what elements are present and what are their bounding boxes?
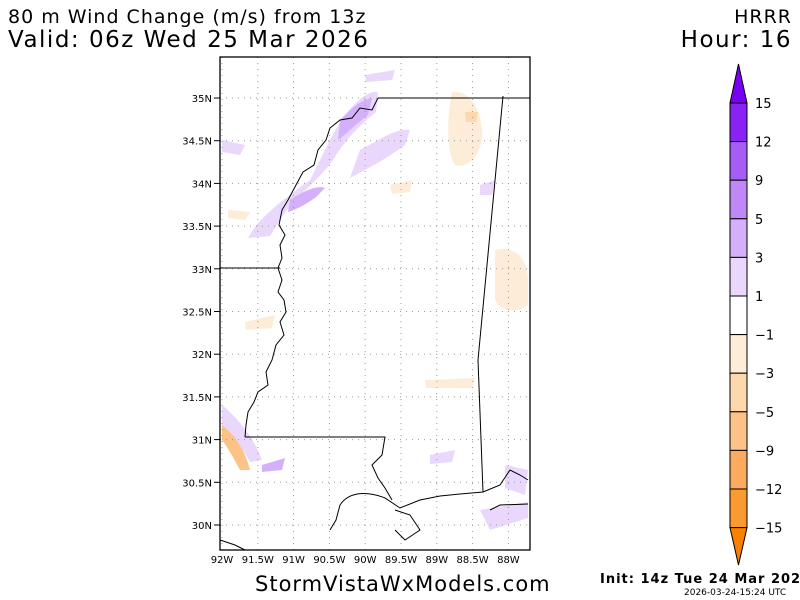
orange-band (448, 91, 483, 166)
colorbar: 15 12 9 5 3 1 −1 −3 −5 −9 −12 −15 (729, 63, 782, 566)
purple-band (480, 180, 495, 195)
ms-al-border (477, 95, 504, 493)
colorbar-segment (729, 295, 748, 336)
lon-label: 90W (354, 555, 377, 566)
generated-timestamp: 2026-03-24-15:24 UTC (684, 588, 787, 598)
lat-label: 34N (192, 179, 212, 190)
colorbar-label: 1 (755, 290, 763, 305)
colorbar-label: 3 (755, 251, 763, 266)
lon-label: 88W (497, 555, 520, 566)
colorbar-label: 15 (755, 97, 772, 112)
lat-label: 33N (192, 265, 212, 276)
colorbar-label: −9 (755, 444, 774, 459)
purple-band (262, 458, 285, 472)
colorbar-segment (729, 334, 748, 374)
lat-label: 34.5N (182, 137, 212, 148)
orange-band (228, 210, 250, 220)
colorbar-segment (729, 256, 748, 297)
orange-band (425, 378, 475, 388)
colorbar-label: 5 (755, 213, 763, 228)
colorbar-segment (729, 488, 748, 529)
colorbar-over-arrow (729, 63, 748, 104)
lat-label: 35N (192, 94, 212, 105)
colorbar-label: −15 (755, 522, 782, 537)
colorbar-label: −5 (755, 406, 774, 421)
purple-band (480, 502, 528, 530)
forecast-hour: Hour: 16 (680, 27, 792, 53)
colorbar-segment (729, 102, 748, 143)
lat-label: 30N (192, 521, 212, 532)
colorbar-segment (729, 141, 748, 181)
lat-label: 31N (192, 436, 212, 447)
colorbar-segment (729, 179, 748, 220)
init-time: Init: 14z Tue 24 Mar 2026 (600, 572, 800, 587)
orange-band (390, 180, 412, 194)
colorbar-under-arrow (729, 527, 748, 566)
colorbar-segment (729, 411, 748, 451)
coastline (219, 469, 529, 551)
lat-label: 31.5N (182, 393, 212, 404)
colorbar-label: −3 (755, 367, 774, 382)
purple-band (505, 465, 528, 495)
purple-band (365, 70, 395, 82)
lon-label: 89.5W (385, 555, 417, 566)
orange-band (495, 248, 528, 311)
lon-label: 91.5W (242, 555, 274, 566)
colorbar-label: −12 (755, 483, 782, 498)
orange-band (245, 315, 275, 330)
lon-label: 89W (425, 555, 448, 566)
lon-label: 92W (211, 555, 234, 566)
purple-band (288, 187, 325, 212)
purple-band (222, 140, 245, 155)
colorbar-label: 12 (755, 136, 772, 151)
lat-label: 30.5N (182, 478, 212, 489)
purple-band (430, 450, 455, 464)
map-title: 80 m Wind Change (m/s) from 13z (8, 6, 367, 28)
colorbar-label: 9 (755, 174, 763, 189)
la-ms-south-border (245, 436, 393, 501)
state-borders (219, 95, 530, 551)
lon-label: 88.5W (457, 555, 489, 566)
colorbar-segment (729, 372, 748, 413)
orange-band (222, 425, 250, 470)
map-frame (219, 56, 531, 551)
colorbar-segment (729, 218, 748, 258)
orange-band (465, 112, 478, 122)
mississippi-river-border (244, 97, 379, 438)
lon-label: 91W (282, 555, 305, 566)
wind-change-shading (222, 70, 528, 530)
purple-band (222, 405, 262, 462)
model-name: HRRR (734, 6, 792, 28)
lat-label: 32N (192, 350, 212, 361)
site-watermark: StormVistaWxModels.com (255, 572, 551, 596)
lon-label: 90.5W (313, 555, 345, 566)
valid-time: Valid: 06z Wed 25 Mar 2026 (8, 27, 370, 53)
colorbar-label: −1 (755, 329, 774, 344)
colorbar-segment (729, 449, 748, 490)
lat-label: 33.5N (182, 222, 212, 233)
lat-label: 32.5N (182, 308, 212, 319)
